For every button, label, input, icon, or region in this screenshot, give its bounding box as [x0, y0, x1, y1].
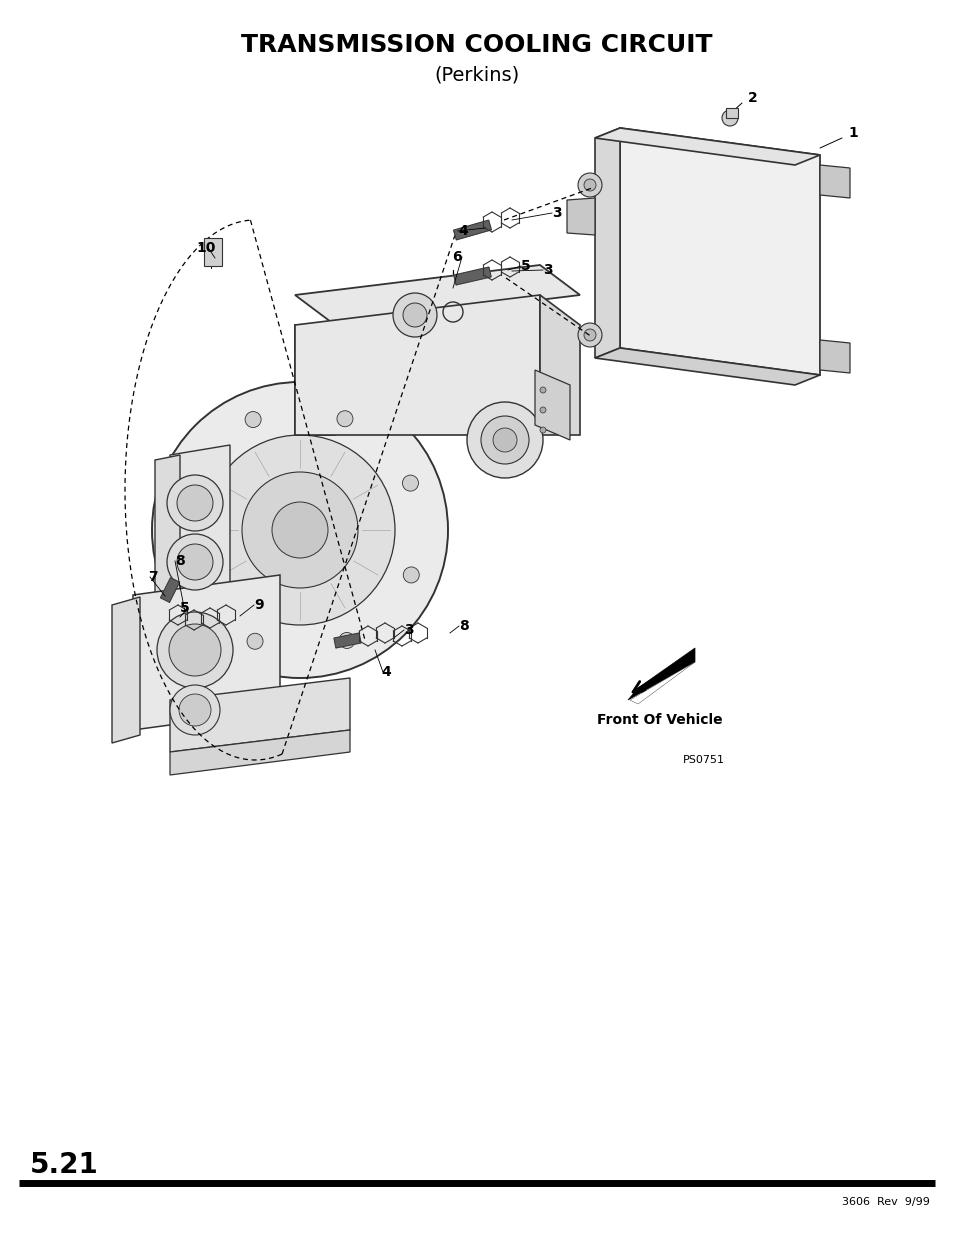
Text: PS0751: PS0751: [682, 755, 724, 764]
Circle shape: [336, 411, 353, 427]
Text: 7: 7: [148, 571, 157, 584]
Text: 9: 9: [253, 598, 263, 613]
Polygon shape: [294, 266, 579, 325]
Circle shape: [170, 685, 220, 735]
Polygon shape: [535, 370, 569, 440]
Polygon shape: [820, 340, 849, 373]
Text: Front Of Vehicle: Front Of Vehicle: [597, 713, 722, 727]
Text: 5: 5: [180, 601, 190, 615]
Polygon shape: [627, 648, 695, 700]
Circle shape: [402, 303, 427, 327]
Polygon shape: [160, 578, 179, 603]
Polygon shape: [294, 295, 539, 435]
Polygon shape: [453, 220, 491, 240]
Circle shape: [179, 694, 211, 726]
Text: TRANSMISSION COOLING CIRCUIT: TRANSMISSION COOLING CIRCUIT: [241, 33, 712, 57]
Circle shape: [152, 382, 448, 678]
Circle shape: [181, 569, 197, 585]
Text: 2: 2: [747, 91, 757, 105]
Circle shape: [245, 411, 261, 427]
Polygon shape: [595, 128, 619, 358]
Polygon shape: [725, 107, 738, 119]
Polygon shape: [566, 198, 595, 235]
Circle shape: [167, 534, 223, 590]
Text: 1: 1: [847, 126, 857, 140]
Polygon shape: [595, 128, 820, 165]
Text: 3: 3: [403, 622, 414, 637]
Circle shape: [177, 543, 213, 580]
Circle shape: [169, 624, 221, 676]
Circle shape: [242, 472, 357, 588]
Polygon shape: [294, 325, 335, 435]
Polygon shape: [132, 576, 280, 730]
Text: 4: 4: [457, 224, 467, 238]
Polygon shape: [539, 295, 579, 435]
Text: (Perkins): (Perkins): [434, 65, 519, 84]
Text: 5.21: 5.21: [30, 1151, 99, 1179]
Text: 6: 6: [452, 249, 461, 264]
Text: 5: 5: [520, 259, 530, 273]
Circle shape: [583, 329, 596, 341]
Circle shape: [493, 429, 517, 452]
Text: 10: 10: [195, 241, 215, 254]
Circle shape: [721, 110, 738, 126]
Polygon shape: [112, 597, 140, 743]
Bar: [204, 238, 222, 266]
Polygon shape: [820, 165, 849, 198]
Polygon shape: [170, 678, 350, 752]
Text: 3606  Rev  9/99: 3606 Rev 9/99: [841, 1197, 929, 1207]
Text: 8: 8: [174, 555, 185, 568]
Text: 3: 3: [552, 206, 561, 220]
Polygon shape: [595, 348, 820, 385]
Circle shape: [583, 179, 596, 191]
Polygon shape: [154, 454, 180, 625]
Circle shape: [403, 567, 418, 583]
Circle shape: [177, 485, 213, 521]
Text: 4: 4: [380, 664, 391, 679]
Circle shape: [247, 634, 263, 650]
Circle shape: [338, 632, 355, 648]
Circle shape: [402, 475, 418, 492]
Polygon shape: [170, 730, 350, 776]
Circle shape: [539, 408, 545, 412]
Text: 8: 8: [458, 619, 468, 634]
Circle shape: [467, 403, 542, 478]
Polygon shape: [619, 128, 820, 375]
Circle shape: [167, 475, 223, 531]
Polygon shape: [454, 267, 491, 285]
Polygon shape: [334, 634, 360, 648]
Circle shape: [539, 387, 545, 393]
Circle shape: [480, 416, 529, 464]
Circle shape: [578, 173, 601, 198]
Circle shape: [539, 427, 545, 433]
Circle shape: [393, 293, 436, 337]
Polygon shape: [170, 445, 230, 625]
Polygon shape: [629, 662, 695, 704]
Circle shape: [272, 501, 328, 558]
Text: 3: 3: [542, 263, 552, 277]
Circle shape: [578, 324, 601, 347]
Circle shape: [205, 435, 395, 625]
Circle shape: [180, 477, 196, 493]
Circle shape: [157, 613, 233, 688]
